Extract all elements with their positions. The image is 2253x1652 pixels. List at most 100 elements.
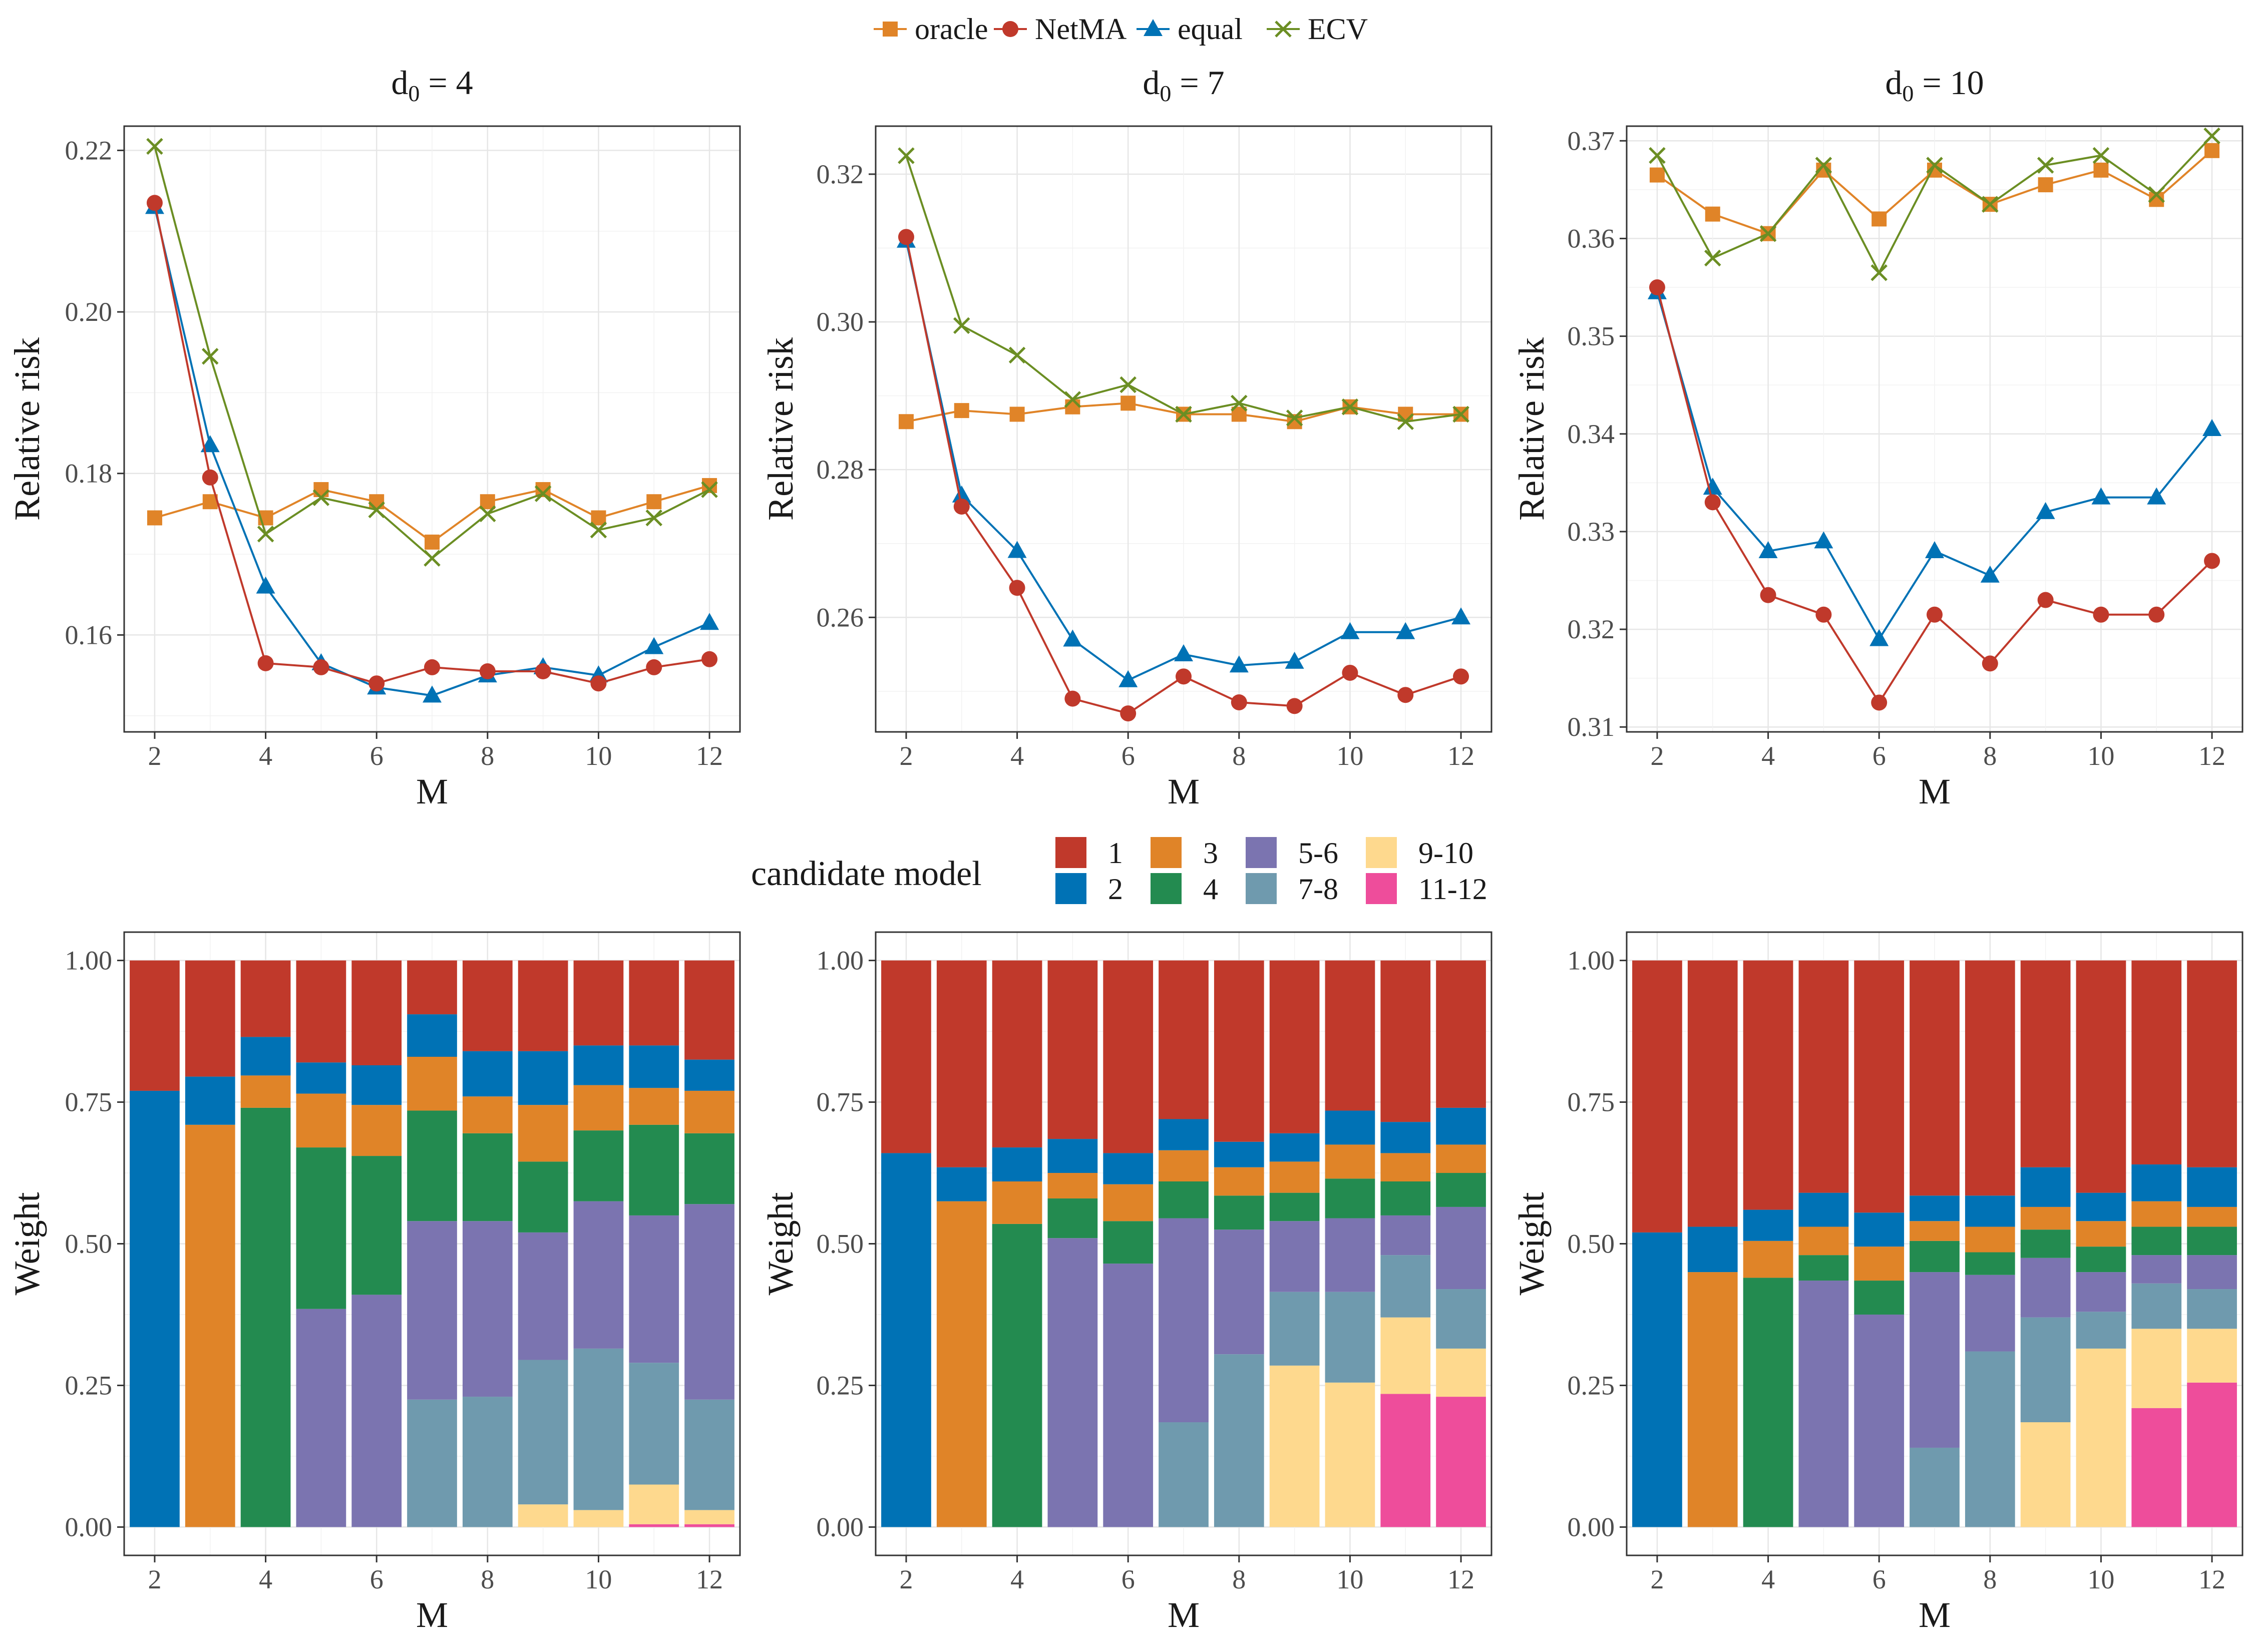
bar-segment-c1: [1103, 960, 1154, 1153]
bar-segment-c2: [1965, 1195, 2015, 1227]
bar-M8: [1965, 960, 2015, 1527]
point-equal-M6: [1118, 670, 1138, 687]
bar-segment-c2: [1214, 1141, 1264, 1167]
bar-segment-c56: [1854, 1314, 1905, 1527]
bar-segment-c78: [518, 1360, 568, 1505]
bar-segment-c2: [1436, 1107, 1486, 1145]
point-equal-M12: [700, 613, 719, 630]
bar-segment-c2: [2131, 1164, 2182, 1201]
bar-segment-c3: [1743, 1241, 1793, 1278]
x-tick-label: 10: [1336, 741, 1363, 771]
point-netma-M10: [1342, 664, 1358, 681]
bar-M4: [992, 960, 1042, 1527]
point-ecv-M10: [2092, 147, 2110, 164]
bar-segment-c3: [992, 1181, 1042, 1224]
axes: 0.00 0.25 0.50 0.75 1.00 2 4 6 8 10 12 M Weight: [1512, 946, 2225, 1635]
legend-swatch: [1366, 837, 1397, 868]
bar-M6: [351, 960, 402, 1527]
bar-segment-c78: [462, 1397, 513, 1527]
bar-segment-c56: [462, 1221, 513, 1397]
point-ecv-M8: [1231, 394, 1248, 412]
bar-segment-c910: [2187, 1329, 2237, 1383]
bar-segment-c4: [2076, 1247, 2126, 1273]
legend-swatch: [1366, 873, 1397, 904]
y-tick-label: 0.32: [817, 159, 864, 189]
bar-segment-c56: [2131, 1255, 2182, 1284]
bar-segment-c56: [1159, 1218, 1209, 1423]
legend-item-c3: 3: [1151, 837, 1218, 870]
bar-M10: [2076, 960, 2126, 1527]
bar-M5: [1047, 960, 1098, 1527]
point-oracle-M6: [1871, 211, 1887, 227]
point-netma-M11: [2148, 606, 2165, 623]
point-ecv-M10: [1341, 398, 1359, 416]
point-netma-M5: [1815, 606, 1832, 623]
bar-segment-c1: [1159, 960, 1209, 1119]
y-axis-title: Relative risk: [1512, 337, 1552, 521]
bar-segment-c4: [1910, 1241, 1960, 1273]
point-netma-M9: [1286, 698, 1303, 714]
bar-segment-c1112: [1380, 1394, 1431, 1527]
point-equal-M12: [1451, 607, 1471, 625]
point-equal-M4: [256, 576, 275, 594]
bar-segment-c4: [1159, 1181, 1209, 1218]
point-netma-M7: [1927, 606, 1943, 623]
y-tick-label: 0.36: [1568, 223, 1615, 253]
point-oracle-M10: [2093, 162, 2109, 178]
point-equal-M3: [1703, 478, 1722, 495]
x-tick-label: 4: [1761, 741, 1775, 771]
legend-item-c4: 4: [1151, 873, 1218, 906]
y-tick-label: 0.25: [817, 1370, 864, 1400]
y-tick-label: 0.25: [1568, 1370, 1615, 1400]
x-tick-label: 2: [148, 741, 161, 771]
x-tick-label: 10: [2087, 1564, 2114, 1594]
point-ecv-M3: [953, 317, 970, 334]
y-tick-label: 0.31: [1568, 712, 1615, 742]
y-tick-label: 0.33: [1568, 517, 1615, 547]
bar-segment-c3: [2187, 1206, 2237, 1227]
bar-segment-c78: [2020, 1317, 2071, 1423]
bar-segment-c4: [573, 1130, 624, 1201]
axes: 0.00 0.25 0.50 0.75 1.00 2 4 6 8 10 12 M Weight: [761, 946, 1474, 1635]
point-oracle-M2: [1649, 167, 1665, 183]
bar-segment-c78: [2187, 1289, 2237, 1329]
legend-item-netma: NetMA: [994, 13, 1126, 46]
point-netma-M2: [146, 195, 163, 211]
bar-segment-c56: [407, 1221, 457, 1400]
series-netma: [146, 195, 718, 692]
x-tick-label: 4: [259, 741, 272, 771]
risk-panel-3: 0.31 0.32 0.33 0.34 0.35 0.36 0.37 2 4 6 8 10 12 M Rel…: [1512, 125, 2243, 811]
bar-segment-c56: [296, 1309, 346, 1527]
point-oracle-M6: [1120, 395, 1136, 411]
point-ecv-M7: [1926, 157, 1943, 174]
legend-marker-square: [883, 22, 898, 37]
bar-segment-c56: [629, 1215, 679, 1363]
point-netma-M3: [953, 498, 970, 515]
bar-segment-c1: [1214, 960, 1264, 1142]
weight-panel-2: 0.00 0.25 0.50 0.75 1.00 2 4 6 8 10 12 M Weight: [761, 931, 1492, 1635]
bar-segment-c56: [518, 1232, 568, 1360]
legend-item-c78: 7-8: [1246, 873, 1338, 906]
x-tick-label: 8: [1232, 741, 1246, 771]
x-tick-label: 10: [585, 741, 612, 771]
point-oracle-M5: [313, 482, 329, 497]
point-ecv-M11: [645, 509, 663, 527]
point-equal-M11: [1396, 622, 1415, 639]
point-ecv-M5: [1815, 157, 1832, 174]
point-ecv-M10: [590, 521, 607, 539]
bar-segment-c2: [1047, 1139, 1098, 1173]
bar-segment-c1: [573, 960, 624, 1046]
bar-segment-c2: [240, 1037, 291, 1076]
bar-segment-c3: [185, 1124, 235, 1527]
bar-segment-c56: [1325, 1218, 1375, 1292]
legend-label-c910: 9-10: [1418, 837, 1473, 870]
bar-segment-c1: [936, 960, 987, 1167]
point-netma-M2: [1649, 279, 1665, 296]
bar-segment-c1: [2187, 960, 2237, 1167]
y-tick-label: 0.18: [65, 459, 113, 489]
bar-M6: [1103, 960, 1154, 1527]
bar-segment-c2: [1103, 1153, 1154, 1184]
bar-segment-c56: [1436, 1206, 1486, 1290]
x-axis-title: M: [416, 1595, 448, 1635]
